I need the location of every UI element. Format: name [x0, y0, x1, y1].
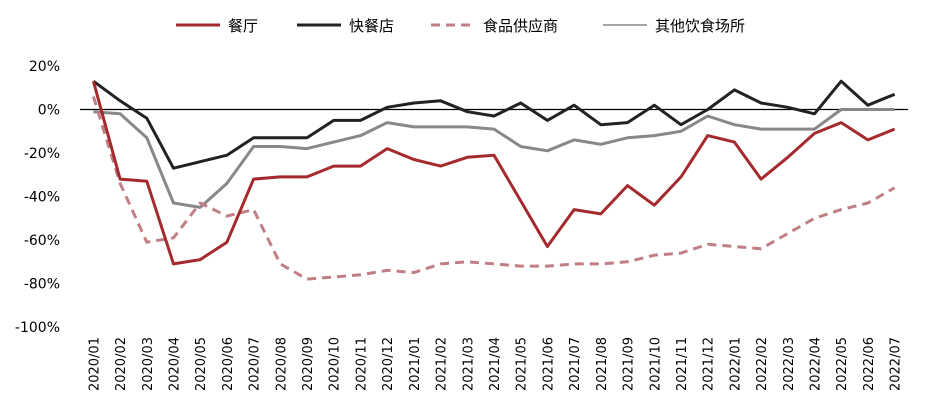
x-tick-label: 2021/04	[488, 337, 503, 391]
y-tick-label: -80%	[24, 277, 60, 293]
y-tick-label: -40%	[24, 190, 60, 206]
x-tick-label: 2021/09	[622, 337, 637, 391]
legend-label-0: 餐厅	[228, 17, 258, 35]
legend-label-2: 食品供应商	[483, 17, 558, 35]
series-line-1	[92, 79, 896, 170]
x-tick-label: 2021/11	[675, 337, 690, 391]
x-tick-label: 2022/07	[889, 337, 904, 391]
x-tick-label: 2022/06	[862, 337, 877, 391]
series-line-0	[91, 80, 896, 266]
x-tick-label: 2021/07	[568, 337, 583, 391]
series-line-2	[91, 96, 896, 281]
x-tick-label: 2020/10	[328, 337, 343, 391]
x-tick-label: 2020/12	[381, 337, 396, 391]
x-tick-label: 2022/05	[835, 337, 850, 391]
x-tick-label: 2021/10	[648, 337, 663, 391]
x-tick-label: 2020/04	[167, 337, 182, 391]
x-tick-label: 2020/05	[194, 337, 209, 391]
x-tick-label: 2021/06	[541, 337, 556, 391]
series-line-3	[93, 108, 895, 209]
x-tick-label: 2022/02	[755, 337, 770, 391]
x-tick-label: 2021/02	[435, 337, 450, 391]
x-tick-label: 2020/06	[221, 337, 236, 391]
x-axis: 2020/01 2020/02 2020/03 2020/04 2020/05 2020/…	[80, 108, 908, 391]
legend: 餐厅 快餐店 食品供应商 其他饮食场所	[176, 17, 745, 35]
legend-label-3: 其他饮食场所	[655, 17, 745, 35]
legend-label-1: 快餐店	[349, 17, 394, 35]
x-tick-label: 2021/01	[408, 337, 423, 391]
x-tick-label: 2021/12	[702, 337, 717, 391]
x-tick-label: 2021/03	[461, 337, 476, 391]
x-tick-label: 2020/11	[354, 337, 369, 391]
x-tick-label: 2022/04	[809, 337, 824, 391]
x-tick-label: 2021/05	[515, 337, 530, 391]
y-tick-label: -20%	[24, 146, 60, 162]
x-tick-label: 2022/03	[782, 337, 797, 391]
series-layer	[91, 79, 896, 281]
y-tick-label: 0%	[38, 103, 60, 119]
x-tick-label: 2020/07	[248, 337, 263, 391]
x-tick-label: 2021/08	[595, 337, 610, 391]
y-tick-label: 20%	[29, 59, 60, 75]
x-tick-label: 2022/01	[728, 337, 743, 391]
y-axis: 20% 0% -20% -40% -60% -80% -100%	[15, 59, 60, 336]
x-tick-label: 2020/02	[114, 337, 129, 391]
x-tick-label: 2020/09	[301, 337, 316, 391]
x-tick-label: 2020/08	[274, 337, 289, 391]
x-tick-label: 2020/01	[87, 337, 102, 391]
x-tick-label: 2020/03	[141, 337, 156, 391]
y-tick-label: -100%	[15, 320, 60, 336]
y-tick-label: -60%	[24, 233, 60, 249]
